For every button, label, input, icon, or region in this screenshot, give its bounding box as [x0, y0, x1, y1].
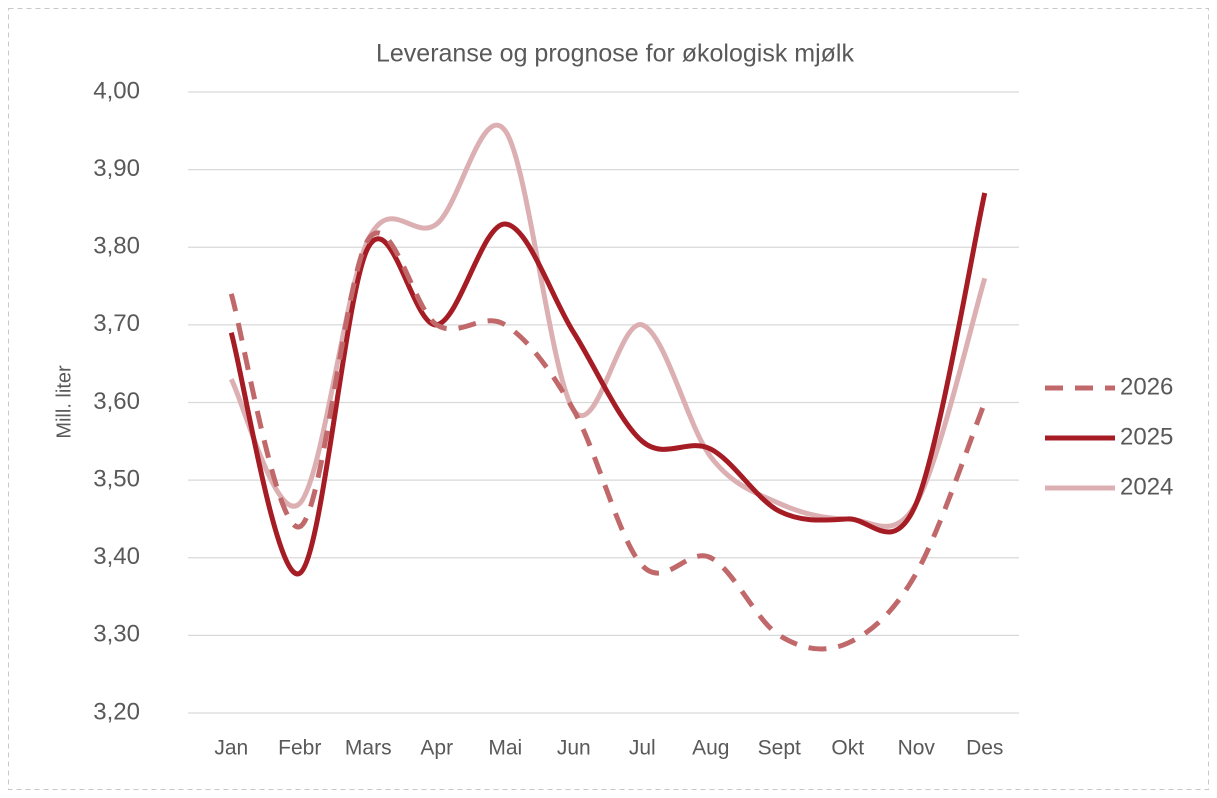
x-tick-label: Mai — [488, 737, 522, 760]
x-tick-label: Okt — [831, 737, 864, 760]
x-tick-label: Jan — [214, 737, 248, 760]
x-tick-label: Mars — [345, 737, 392, 760]
legend-label: 2025 — [1120, 423, 1173, 450]
y-tick-label: 3,80 — [93, 233, 140, 260]
x-tick-label: Aug — [692, 737, 729, 760]
line-series — [228, 192, 988, 576]
x-tick-label: Des — [966, 737, 1003, 760]
legend-label: 2026 — [1120, 373, 1173, 400]
x-tick-label: Febr — [278, 737, 321, 760]
line-series — [228, 230, 988, 652]
legend-label: 2024 — [1120, 473, 1173, 500]
chart-title: Leveranse og prognose for økologisk mjøl… — [376, 40, 855, 68]
y-tick-label: 3,50 — [93, 465, 140, 492]
y-tick-label: 3,60 — [93, 388, 140, 415]
y-tick-label: 3,90 — [93, 155, 140, 182]
x-tick-label: Jun — [557, 737, 591, 760]
x-tick-label: Apr — [420, 737, 453, 760]
y-tick-label: 3,20 — [93, 698, 140, 725]
y-tick-label: 3,70 — [93, 310, 140, 337]
y-tick-label: 3,30 — [93, 621, 140, 648]
x-tick-label: Nov — [898, 737, 936, 760]
y-tick-label: 4,00 — [93, 77, 140, 104]
x-tick-label: Jul — [629, 737, 656, 760]
y-axis-label: Mill. liter — [53, 365, 75, 439]
x-tick-label: Sept — [758, 737, 801, 760]
y-tick-label: 3,40 — [93, 543, 140, 570]
